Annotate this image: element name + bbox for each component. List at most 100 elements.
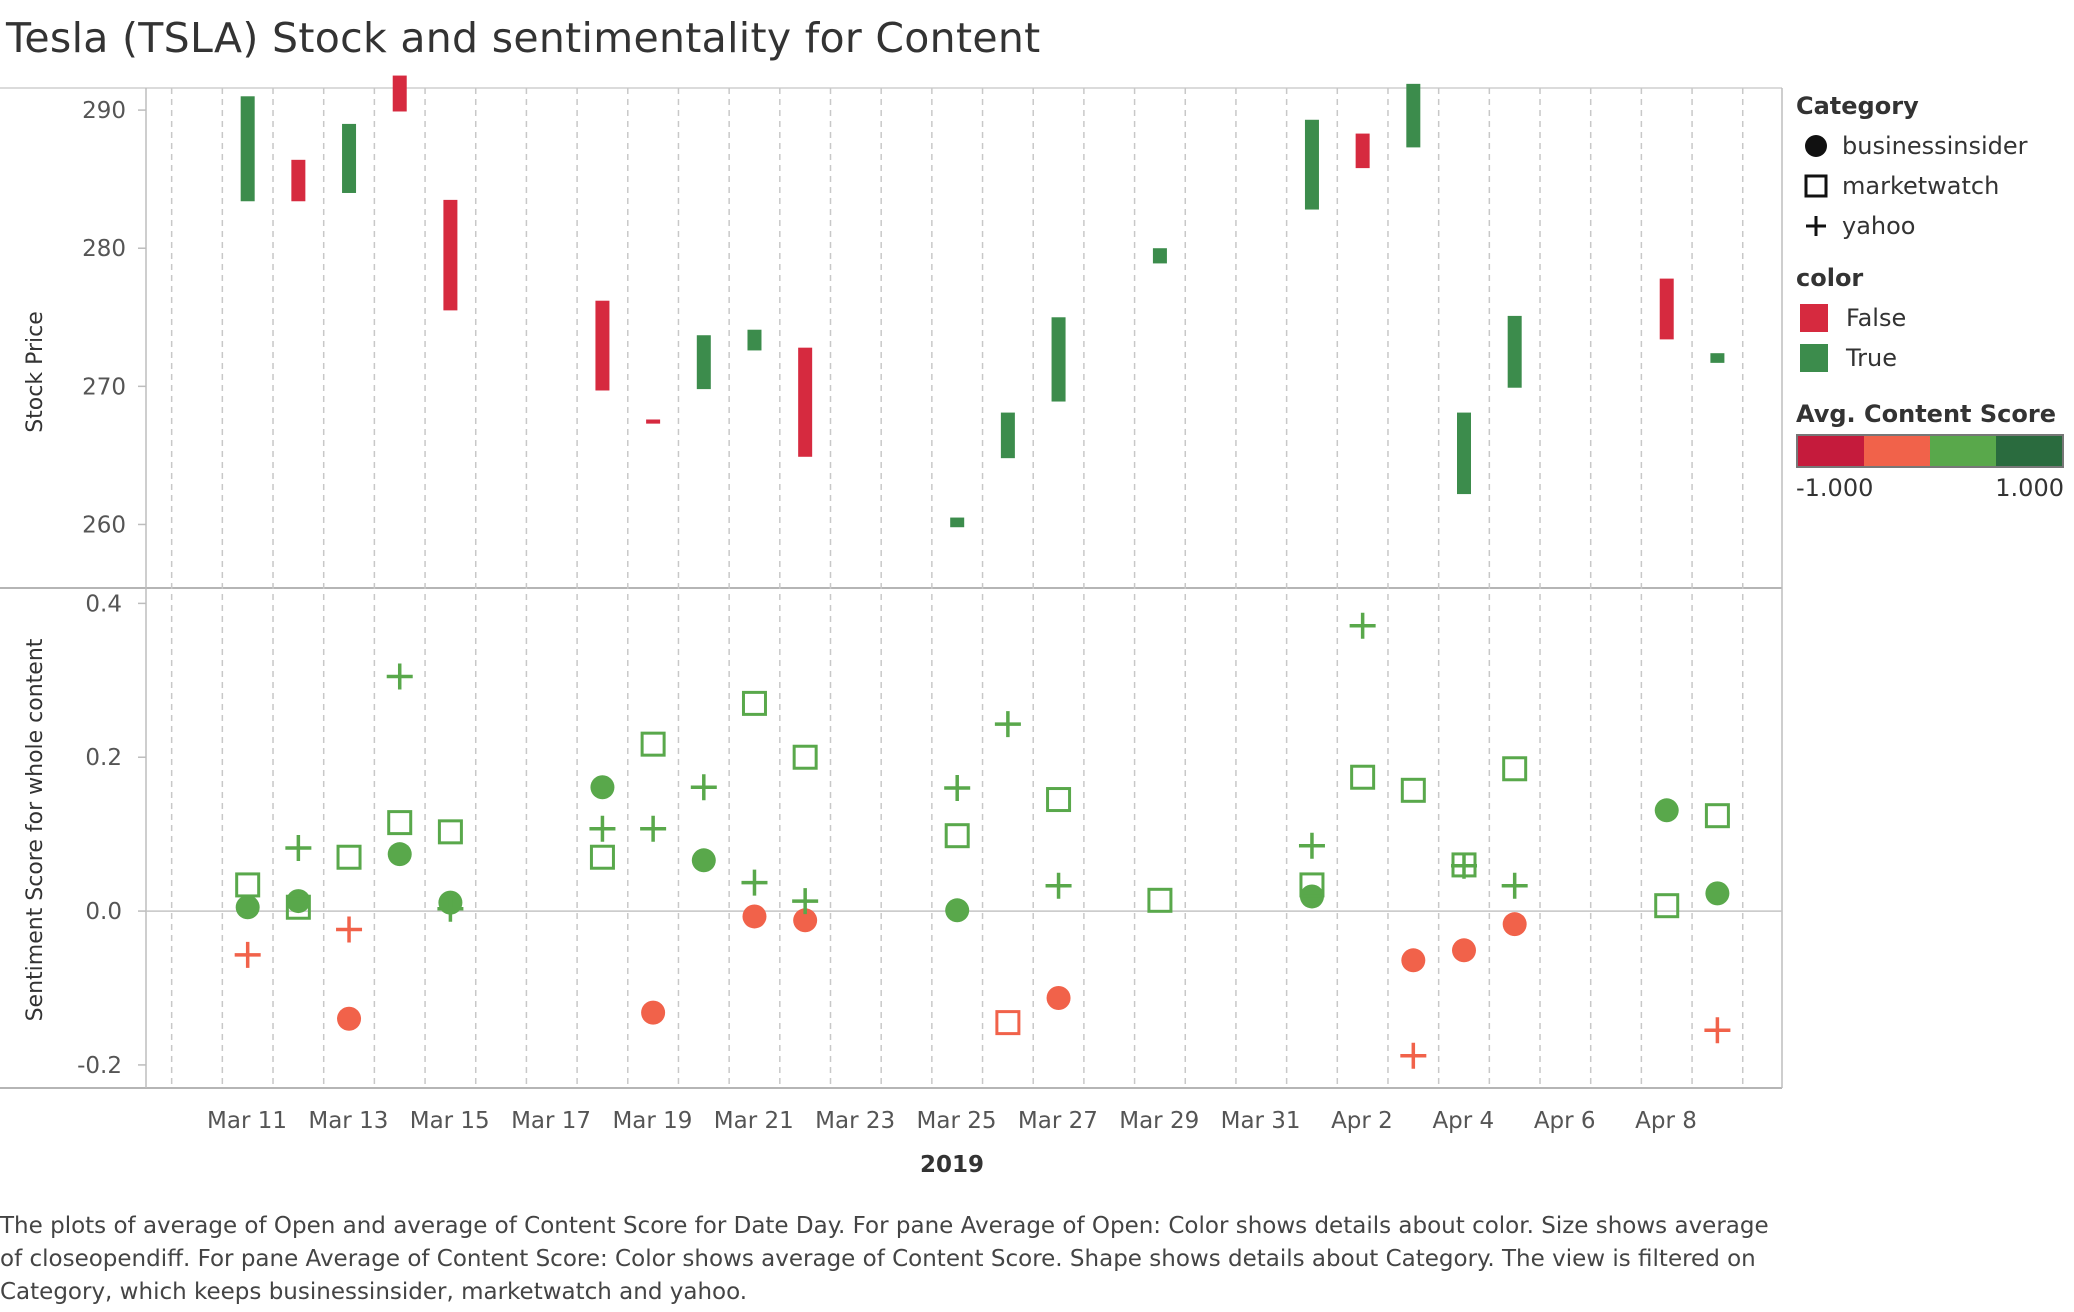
marketwatch-point: [1654, 893, 1680, 919]
businessinsider-point: [387, 842, 412, 867]
x-tick-label: Apr 2: [1331, 1108, 1393, 1134]
stock-bar: [1710, 353, 1725, 363]
x-tick-label: Mar 31: [1221, 1108, 1301, 1134]
yahoo-point: [234, 941, 261, 968]
marketwatch-point: [1704, 803, 1730, 829]
marketwatch-point: [944, 823, 970, 849]
yahoo-point: [589, 815, 616, 842]
x-tick-label: Mar 15: [410, 1108, 490, 1134]
legend-label: False: [1846, 304, 1907, 332]
yahoo-point: [1400, 1042, 1427, 1069]
yahoo-point: [944, 775, 971, 801]
yahoo-point: [1349, 612, 1376, 639]
marketwatch-point: [1147, 887, 1173, 913]
businessinsider-point: [641, 1000, 666, 1025]
stock-bar: [1304, 119, 1319, 210]
date-gridlines: [170, 88, 1744, 1088]
businessinsider-point: [337, 1006, 362, 1031]
x-tick-label: Apr 6: [1534, 1108, 1596, 1134]
marketwatch-point: [741, 690, 767, 716]
color-legend: color False True: [1796, 264, 2074, 378]
stock-y-tick-label: 290: [82, 98, 126, 124]
stock-bar: [342, 123, 357, 193]
x-axis: Mar 11 Mar 13 Mar 15 Mar 17 Mar 19 Mar 21 Mar …: [207, 1108, 1697, 1134]
yahoo-point: [1501, 872, 1528, 899]
legend-item-marketwatch[interactable]: marketwatch: [1796, 166, 2074, 206]
stock-y-axis-label: Stock Price: [23, 311, 48, 433]
stock-y-tick-label: 280: [82, 236, 126, 262]
stock-y-tick-label: 260: [82, 512, 126, 538]
circle-icon: [1796, 126, 1836, 166]
stock-bar: [595, 300, 610, 391]
businessinsider-point: [742, 904, 767, 929]
businessinsider-point: [235, 895, 260, 920]
score-band-2: [1864, 436, 1930, 466]
marketwatch-point: [1502, 756, 1528, 782]
legend-label: yahoo: [1842, 212, 1916, 240]
stock-bar: [1659, 278, 1674, 340]
yahoo-point: [1704, 1017, 1731, 1044]
stock-bar: [443, 199, 458, 311]
chart-frame: [0, 87, 1783, 1089]
marketwatch-point: [1400, 777, 1426, 803]
businessinsider-point: [286, 889, 311, 914]
score-band-4: [1996, 436, 2062, 466]
legend-item-businessinsider[interactable]: businessinsider: [1796, 126, 2074, 166]
true-swatch: [1800, 344, 1828, 372]
x-axis-title: 2019: [920, 1152, 984, 1178]
legend-panel: Category businessinsider marketwatch yah…: [1796, 92, 2074, 502]
yahoo-point: [1298, 832, 1325, 859]
stock-bar: [1457, 412, 1471, 495]
score-band-1: [1798, 436, 1864, 466]
legend-item-false[interactable]: False: [1796, 298, 2074, 338]
legend-label: businessinsider: [1842, 132, 2028, 160]
x-tick-label: Apr 4: [1432, 1108, 1494, 1134]
score-min-label: -1.000: [1796, 474, 1874, 502]
stock-bar: [696, 335, 711, 390]
stock-bar: [1152, 248, 1167, 264]
yahoo-point: [741, 869, 768, 896]
yahoo-point: [792, 888, 819, 915]
stock-bar: [798, 347, 813, 457]
businessinsider-point: [1401, 948, 1426, 973]
false-swatch: [1800, 304, 1828, 332]
stock-price-pane: 260 270 280 290: [82, 75, 1725, 538]
x-tick-label: Apr 8: [1635, 1108, 1697, 1134]
square-icon: [1796, 166, 1836, 206]
marketwatch-point: [387, 810, 413, 836]
businessinsider-point: [1654, 798, 1679, 823]
category-legend: Category businessinsider marketwatch yah…: [1796, 92, 2074, 246]
stock-bar: [1355, 133, 1370, 169]
businessinsider-point: [1705, 881, 1730, 906]
marketwatch-point: [589, 844, 615, 870]
score-legend-title: Avg. Content Score: [1796, 400, 2056, 428]
sentiment-y-tick-label: -0.2: [77, 1053, 122, 1079]
businessinsider-point: [1046, 986, 1071, 1010]
sentiment-pane: -0.2 0.0 0.2 0.4: [77, 591, 1782, 1079]
businessinsider-point: [945, 898, 970, 923]
businessinsider-point: [590, 775, 615, 800]
marketwatch-point: [640, 731, 666, 757]
stock-bar: [1406, 83, 1421, 148]
marketwatch-point: [792, 744, 818, 770]
chart-title: Tesla (TSLA) Stock and sentimentality fo…: [6, 14, 1041, 62]
stock-bar: [1507, 315, 1522, 388]
yahoo-point: [640, 815, 667, 842]
marketwatch-point: [285, 894, 311, 920]
x-tick-label: Mar 11: [207, 1108, 287, 1134]
x-tick-label: Mar 13: [308, 1108, 388, 1134]
marketwatch-point: [1046, 787, 1072, 813]
yahoo-point: [336, 916, 363, 943]
sentiment-y-tick-label: 0.2: [85, 745, 122, 771]
x-tick-label: Mar 29: [1119, 1108, 1199, 1134]
legend-item-true[interactable]: True: [1796, 338, 2074, 378]
legend-item-yahoo[interactable]: yahoo: [1796, 206, 2074, 246]
plus-icon: [1796, 206, 1836, 246]
businessinsider-point: [1502, 912, 1527, 937]
marketwatch-point: [1350, 764, 1376, 790]
legend-label: True: [1846, 344, 1897, 372]
stock-bar: [950, 517, 965, 528]
marketwatch-point: [1299, 872, 1325, 898]
sentiment-y-axis-label: Sentiment Score for whole content: [23, 638, 48, 1021]
